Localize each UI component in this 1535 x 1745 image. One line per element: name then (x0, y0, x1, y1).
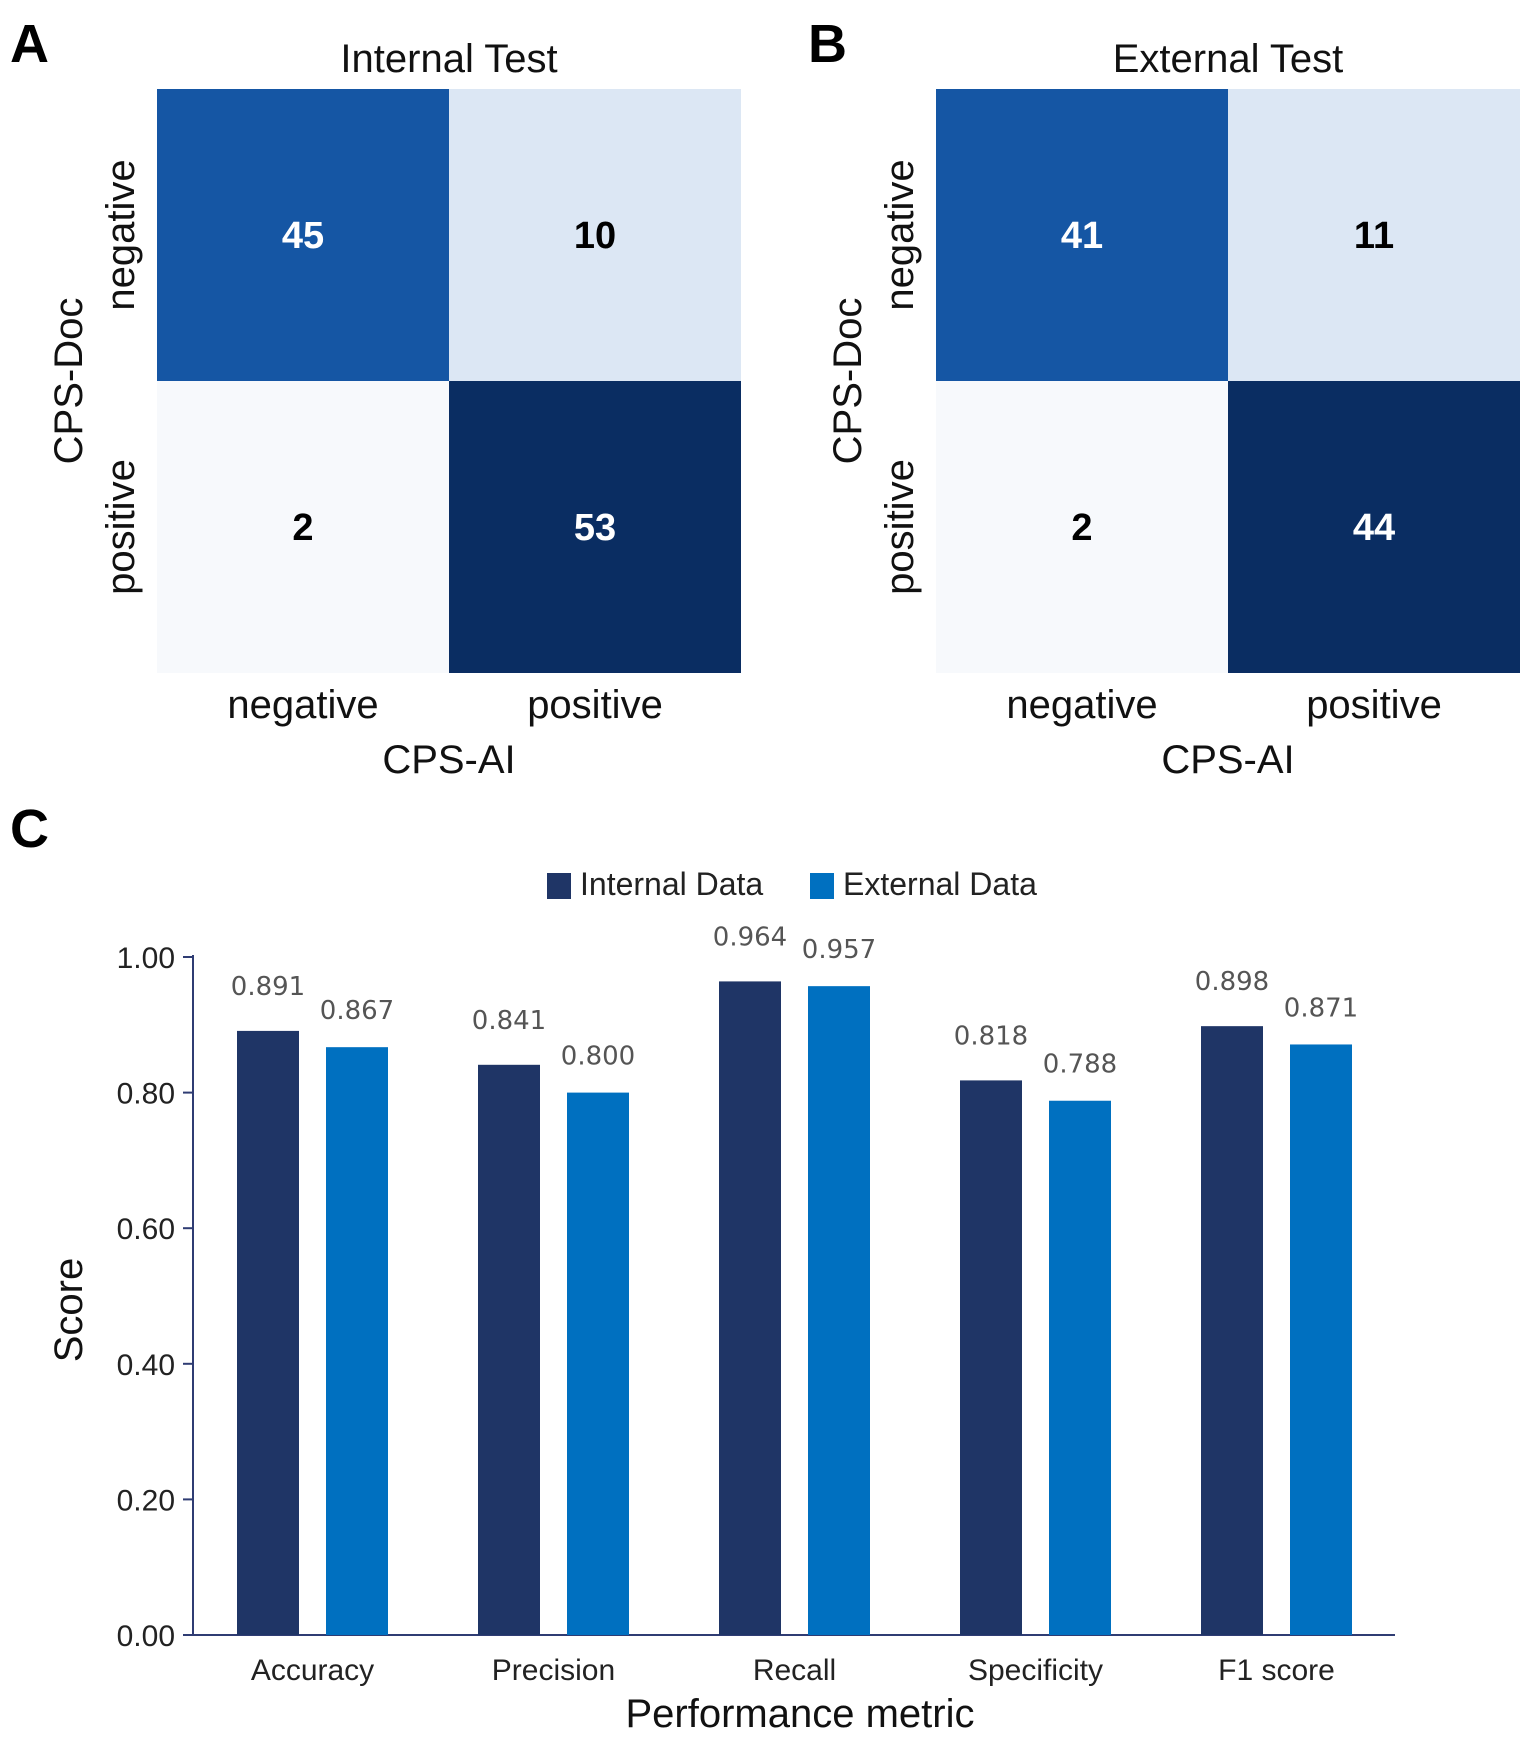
bar-value-label: 0.964 (713, 922, 787, 952)
internal-cell-value-r0-c1: 10 (574, 215, 616, 257)
bar-external-data-precision (567, 1092, 629, 1635)
internal-cell-r0-c0 (157, 89, 449, 381)
external-x-tick-negative: negative (1006, 683, 1157, 727)
bar-internal-data-recall (719, 981, 781, 1635)
bar-external-data-specificity (1049, 1100, 1111, 1635)
bar-value-label: 0.841 (472, 1006, 546, 1036)
bar-internal-data-precision (478, 1064, 540, 1635)
external-cell-value-r1-c0: 2 (1071, 507, 1092, 549)
x-tick-specificity: Specificity (968, 1654, 1103, 1687)
external-y-tick-negative: negative (878, 159, 922, 310)
external-x-axis-label: CPS-AI (1161, 738, 1294, 782)
y-tick-label: 0.00 (117, 1620, 175, 1653)
bar-internal-data-f1-score (1201, 1026, 1263, 1635)
legend-label-internal: Internal Data (580, 866, 763, 902)
x-axis-label: Performance metric (626, 1692, 975, 1736)
external-cell-value-r1-c1: 44 (1353, 507, 1395, 549)
y-tick-label: 0.20 (117, 1484, 175, 1517)
bar-external-data-accuracy (326, 1047, 388, 1635)
bar-internal-data-specificity (960, 1080, 1022, 1635)
internal-x-tick-negative: negative (227, 683, 378, 727)
bar-value-label: 0.788 (1043, 1050, 1117, 1080)
bar-external-data-f1-score (1290, 1044, 1352, 1635)
internal-cell-r1-c0 (157, 381, 449, 673)
legend-swatch-internal (547, 873, 571, 899)
x-tick-f1-score: F1 score (1218, 1654, 1335, 1687)
external-cell-value-r0-c0: 41 (1061, 215, 1103, 257)
legend-label-external: External Data (843, 866, 1037, 902)
external-x-tick-positive: positive (1306, 683, 1442, 727)
y-tick-label: 0.40 (117, 1349, 175, 1382)
internal-cell-value-r1-c1: 53 (574, 507, 616, 549)
performance-bar-chart: 0.00 0.20 0.40 0.60 0.80 1.00 0.891 0.867 Accura… (47, 866, 1395, 1736)
internal-cell-r1-c1 (449, 381, 741, 673)
internal-y-tick-positive: positive (99, 459, 143, 595)
internal-y-axis-label: CPS-Doc (47, 298, 91, 465)
bar-value-label: 0.871 (1284, 993, 1358, 1023)
internal-cell-value-r0-c0: 45 (282, 215, 324, 257)
internal-x-axis-label: CPS-AI (382, 738, 515, 782)
x-tick-accuracy: Accuracy (251, 1654, 374, 1687)
panel-letter-a: A (10, 14, 49, 74)
external-y-tick-positive: positive (878, 459, 922, 595)
bar-value-label: 0.800 (561, 1042, 635, 1072)
y-tick-label: 0.80 (117, 1078, 175, 1111)
bar-value-label: 0.818 (954, 1021, 1028, 1051)
bar-internal-data-accuracy (237, 1030, 299, 1635)
external-y-axis-label: CPS-Doc (826, 298, 870, 465)
external-cell-r0-c0 (936, 89, 1228, 381)
bar-value-label: 0.898 (1195, 967, 1269, 997)
external-cell-r1-c1 (1228, 381, 1520, 673)
external-cell-r1-c0 (936, 381, 1228, 673)
y-axis-label: Score (47, 1258, 91, 1363)
internal-title: Internal Test (340, 37, 557, 81)
y-tick-label: 0.60 (117, 1213, 175, 1246)
panel-letter-c: C (10, 799, 49, 859)
external-cell-r0-c1 (1228, 89, 1520, 381)
internal-y-tick-negative: negative (99, 159, 143, 310)
internal-cell-r0-c1 (449, 89, 741, 381)
internal-x-tick-positive: positive (527, 683, 663, 727)
x-tick-recall: Recall (753, 1654, 836, 1687)
panel-letter-b: B (808, 14, 847, 74)
legend-swatch-external (810, 873, 834, 899)
external-title: External Test (1113, 37, 1344, 81)
bar-value-label: 0.867 (320, 996, 394, 1026)
bar-value-label: 0.957 (802, 935, 876, 965)
x-tick-precision: Precision (492, 1654, 615, 1687)
y-tick-label: 1.00 (117, 942, 175, 975)
bar-value-label: 0.891 (231, 972, 305, 1002)
bar-external-data-recall (808, 986, 870, 1635)
internal-cell-value-r1-c0: 2 (292, 507, 313, 549)
external-cell-value-r0-c1: 11 (1354, 215, 1394, 257)
